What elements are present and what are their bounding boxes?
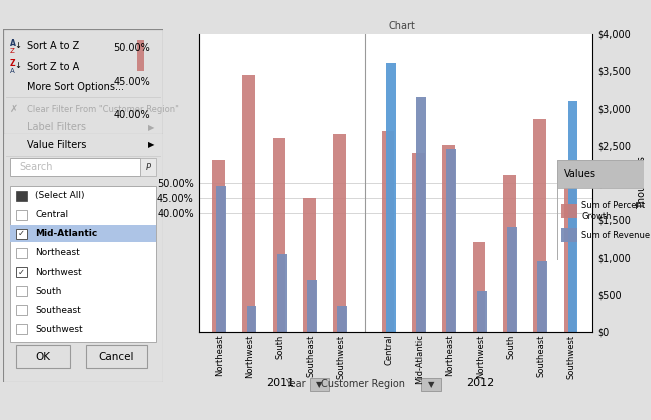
Text: Mid-Atlantic: Mid-Atlantic: [35, 229, 98, 239]
Bar: [16, 210, 27, 220]
Text: (Select All): (Select All): [35, 192, 85, 200]
Text: OK: OK: [36, 352, 51, 362]
Text: 45.00%: 45.00%: [113, 77, 150, 87]
Text: ▶: ▶: [148, 123, 155, 131]
Bar: [16, 248, 27, 258]
Text: South: South: [35, 286, 62, 296]
Bar: [242, 75, 255, 332]
Text: Cancel: Cancel: [99, 352, 134, 362]
Text: Clear Filter From "Customer Region": Clear Filter From "Customer Region": [27, 105, 179, 114]
Text: Sum of Percent Growth: Sum of Percent Growth: [581, 201, 645, 220]
Bar: [273, 138, 285, 332]
Text: ↓: ↓: [14, 41, 21, 50]
Bar: [507, 227, 517, 332]
Text: Sort A to Z: Sort A to Z: [27, 41, 79, 51]
Bar: [333, 134, 346, 332]
Bar: [561, 204, 577, 218]
Text: Value Filters: Value Filters: [27, 139, 87, 150]
Bar: [16, 324, 27, 334]
Text: P: P: [146, 163, 151, 172]
Bar: [533, 119, 546, 332]
Bar: [137, 40, 144, 71]
Bar: [442, 145, 455, 332]
Bar: [16, 191, 27, 201]
Text: A: A: [10, 68, 14, 74]
Bar: [473, 242, 485, 332]
Bar: [16, 267, 27, 277]
Bar: [561, 228, 577, 242]
Bar: [412, 153, 424, 332]
Bar: [10, 226, 156, 242]
Text: Chart: Chart: [389, 21, 415, 31]
Bar: [310, 378, 329, 391]
Bar: [386, 63, 396, 332]
Text: 40.00%: 40.00%: [113, 110, 150, 121]
Text: More Sort Options...: More Sort Options...: [27, 82, 124, 92]
Text: 2011: 2011: [266, 378, 294, 388]
Bar: [416, 97, 426, 332]
Bar: [557, 160, 644, 188]
Text: Label Filters: Label Filters: [27, 122, 86, 132]
Text: ▶: ▶: [148, 140, 155, 149]
Bar: [337, 306, 347, 332]
Text: Search: Search: [20, 162, 53, 172]
Y-axis label: Thousands: Thousands: [637, 156, 647, 209]
Bar: [421, 378, 441, 391]
Bar: [277, 254, 286, 332]
Text: 2012: 2012: [466, 378, 495, 388]
Bar: [537, 261, 547, 332]
Text: Central: Central: [35, 210, 68, 219]
Text: ▼: ▼: [316, 380, 323, 389]
Text: Southeast: Southeast: [35, 306, 81, 315]
Text: ✓: ✓: [18, 268, 25, 276]
Bar: [381, 131, 395, 332]
Bar: [307, 280, 317, 332]
Bar: [16, 345, 70, 368]
Text: Z: Z: [10, 47, 14, 54]
Bar: [564, 175, 576, 332]
Text: A: A: [10, 39, 16, 48]
Bar: [16, 286, 27, 297]
Bar: [247, 306, 256, 332]
Text: ↓: ↓: [14, 61, 21, 70]
Text: Sort Z to A: Sort Z to A: [27, 62, 79, 72]
Bar: [568, 101, 577, 332]
Bar: [447, 149, 456, 332]
Text: ✗: ✗: [10, 104, 18, 114]
Text: Year: Year: [285, 379, 305, 389]
Bar: [10, 158, 141, 176]
Bar: [86, 345, 147, 368]
Text: Northwest: Northwest: [35, 268, 82, 276]
Text: ▼: ▼: [428, 380, 434, 389]
Text: 50.00%: 50.00%: [113, 43, 150, 53]
Bar: [16, 305, 27, 315]
Text: Northeast: Northeast: [35, 249, 80, 257]
Text: Values: Values: [564, 169, 596, 179]
Bar: [212, 160, 225, 332]
Text: Customer Region: Customer Region: [321, 379, 405, 389]
Bar: [303, 197, 316, 332]
Text: Z: Z: [10, 60, 15, 68]
Bar: [141, 158, 156, 176]
Text: ✓: ✓: [18, 229, 25, 239]
Bar: [216, 186, 226, 332]
Bar: [16, 228, 27, 239]
Text: Southwest: Southwest: [35, 325, 83, 333]
Bar: [477, 291, 486, 332]
Bar: [10, 186, 156, 342]
Bar: [503, 175, 516, 332]
Text: Sum of Revenue: Sum of Revenue: [581, 231, 650, 240]
